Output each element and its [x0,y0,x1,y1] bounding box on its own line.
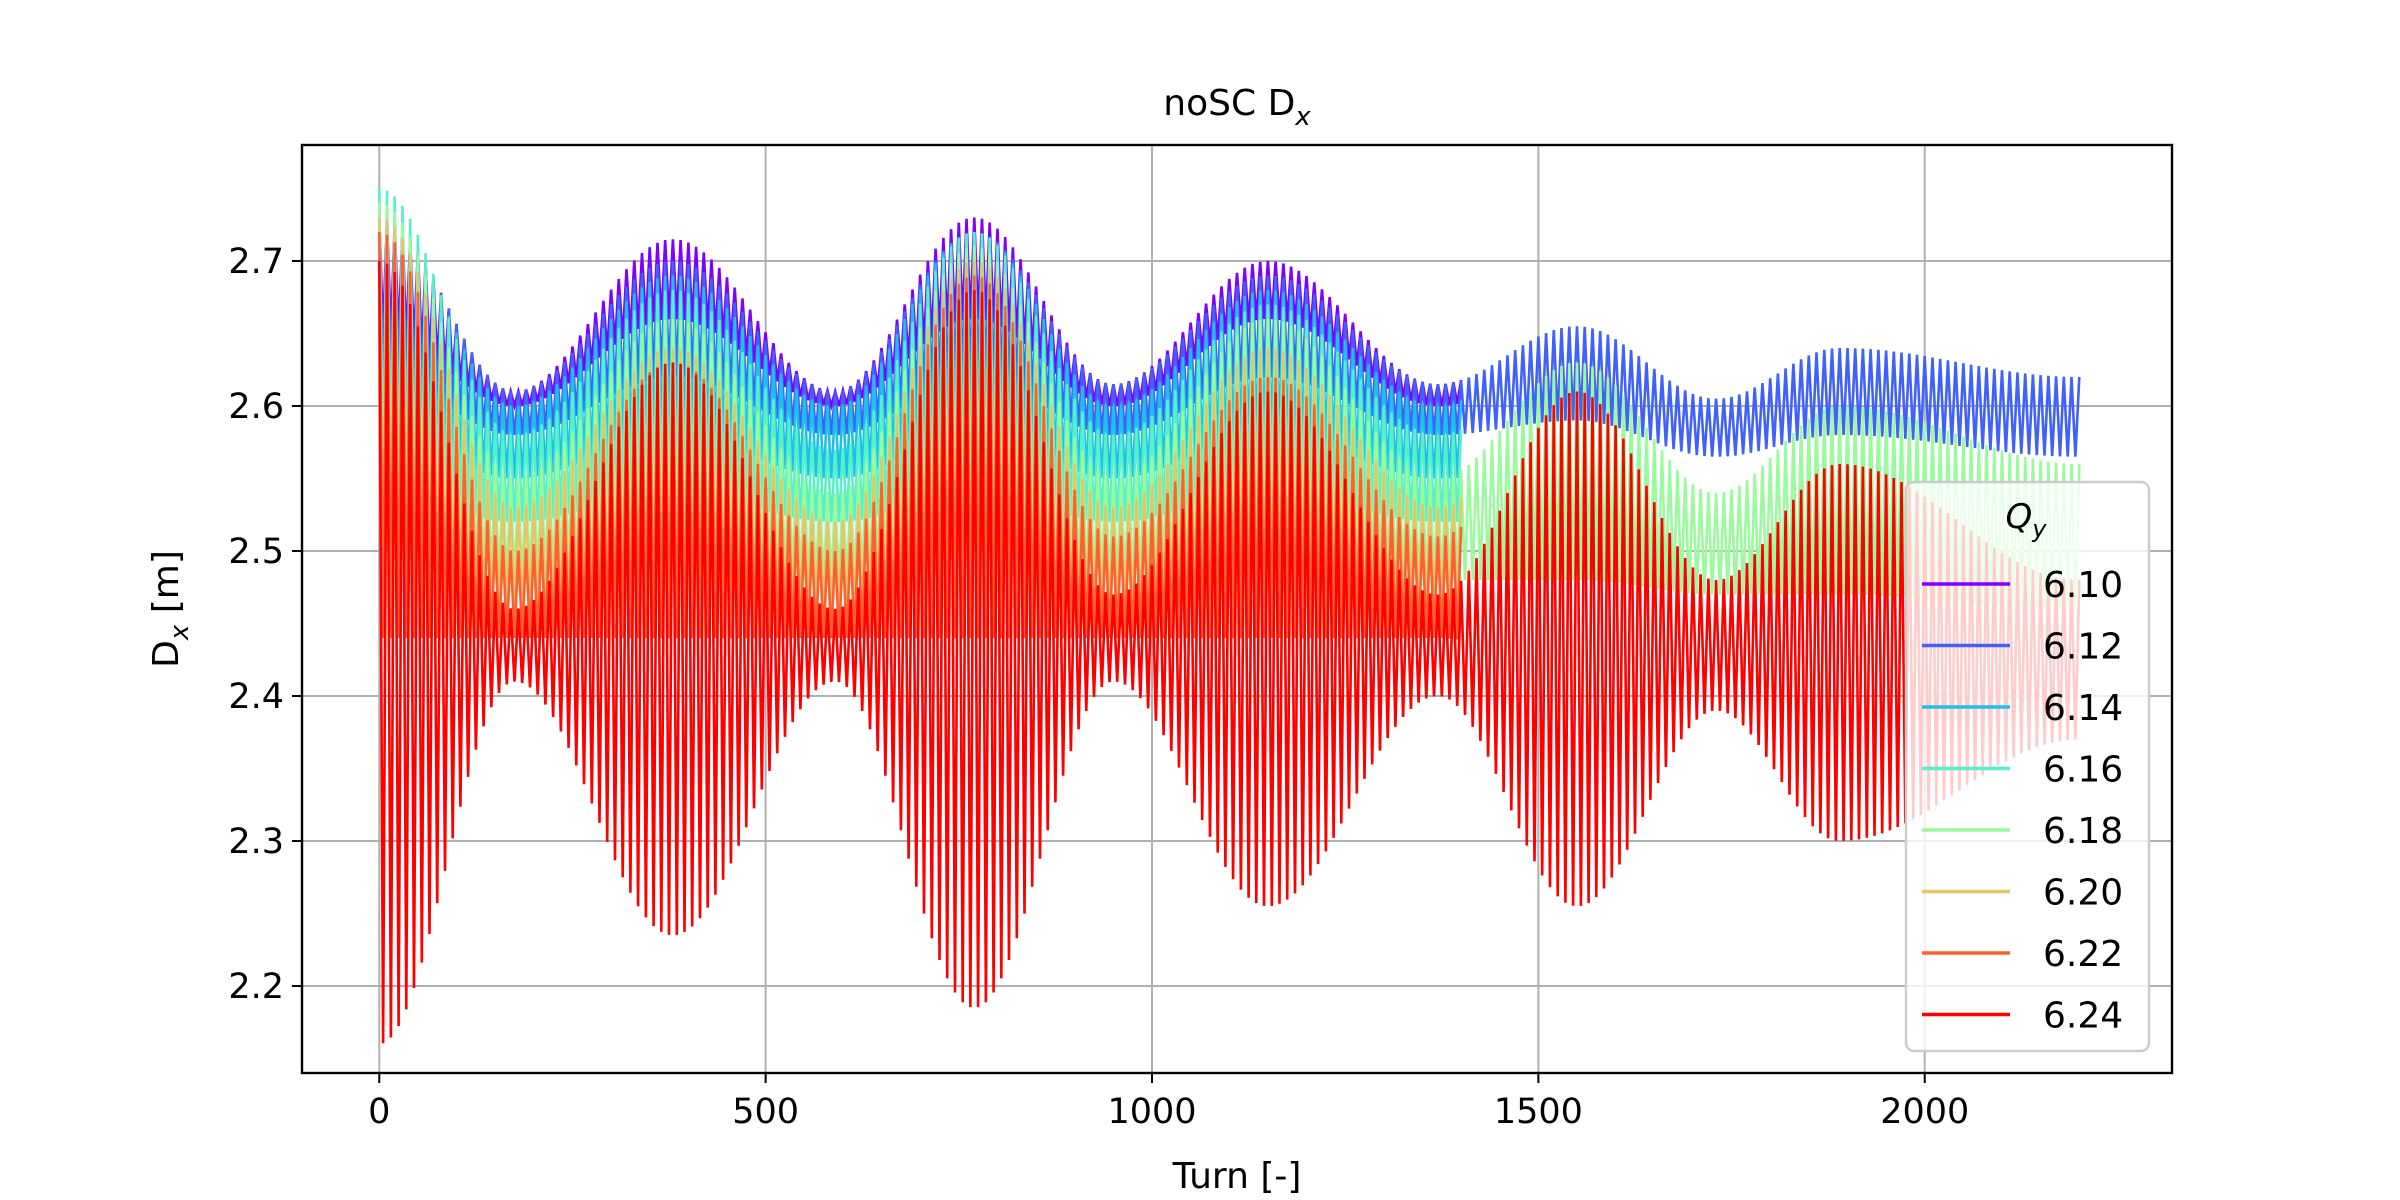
legend-title: Qy [2006,497,2048,543]
y-axis-ticks: 2.2 2.3 2.4 2.5 2.6 2.7 [228,242,302,1007]
legend-label: 6.14 [2043,688,2123,729]
y-tick-label: 2.7 [228,242,284,282]
y-axis-label: Dx [m] [146,550,195,668]
legend-label: 6.20 [2043,873,2123,914]
series-layer [378,188,2081,1044]
legend-label: 6.22 [2043,934,2123,975]
x-tick-label: 1000 [1107,1092,1196,1132]
series-line-6.10 [378,217,1463,412]
series-line-6.24 [378,260,2081,1044]
legend-label: 6.18 [2043,811,2123,852]
y-tick-label: 2.3 [228,822,284,862]
y-tick-label: 2.5 [228,532,284,572]
x-tick-label: 500 [732,1092,799,1132]
plot-frame [300,143,2174,1075]
legend-label: 6.16 [2043,750,2123,791]
x-axis-ticks: 0 500 1000 1500 2000 [368,1073,1969,1132]
legend-label: 6.10 [2043,565,2123,606]
x-tick-label: 2000 [1880,1092,1969,1132]
y-tick-label: 2.6 [228,387,284,427]
chart-title: noSC Dx [1163,83,1311,132]
y-tick-label: 2.2 [228,967,284,1007]
x-tick-label: 0 [368,1092,390,1132]
legend-label: 6.12 [2043,627,2123,668]
legend: Qy 6.10 6.12 6.14 6.16 6.18 6.20 6.22 6.24 [1904,480,2151,1053]
legend-box [1904,480,2151,1053]
x-tick-label: 1500 [1494,1092,1583,1132]
x-axis-label: Turn [-] [1172,1156,1302,1197]
y-tick-label: 2.4 [228,677,284,717]
series-line-6.22 [378,231,1463,640]
legend-label: 6.24 [2043,996,2123,1037]
